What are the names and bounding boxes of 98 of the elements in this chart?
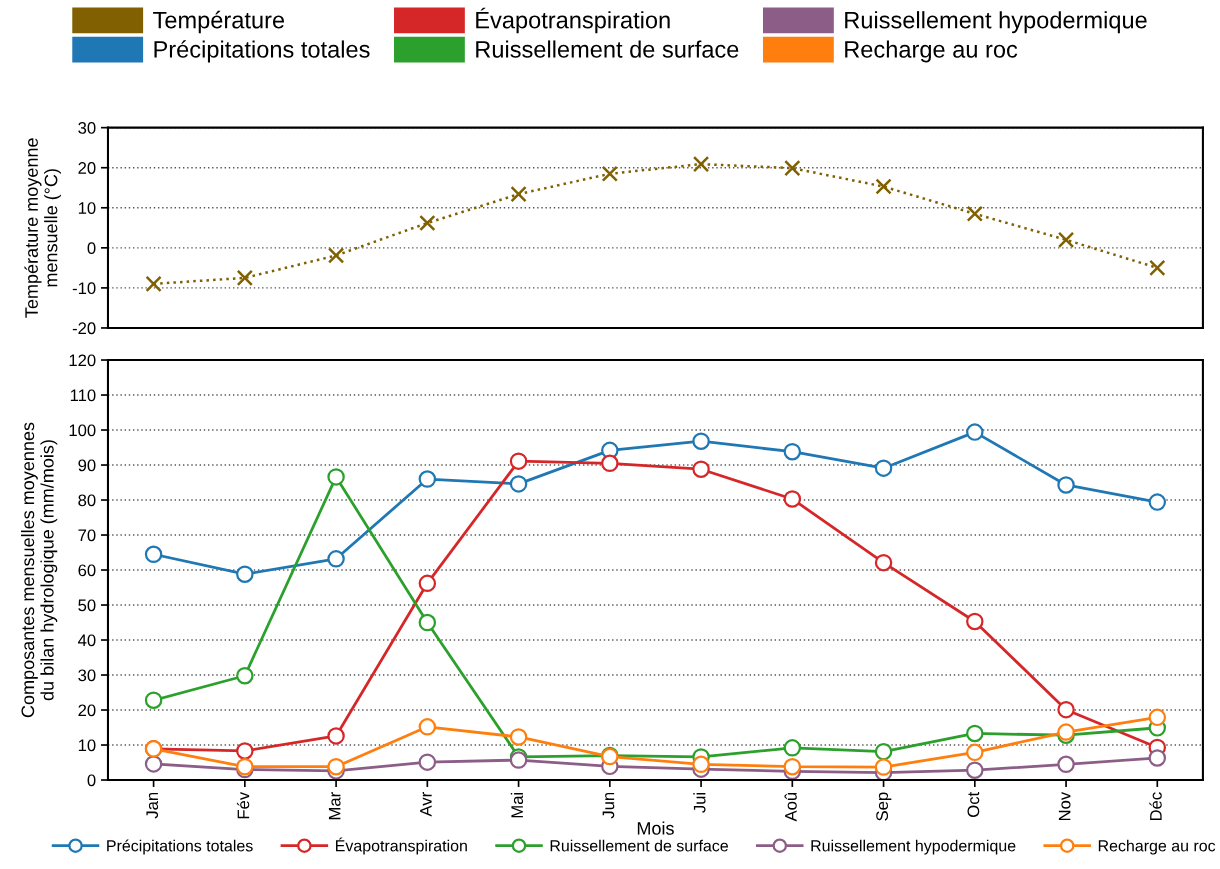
- point: [601, 454, 619, 473]
- y-axis-title: Température moyenne mensuelle (°C): [24, 138, 61, 318]
- x-tick-label: Aoû: [784, 792, 797, 822]
- y-tick-label: -20: [72, 322, 96, 335]
- y-tick-label: 80: [78, 494, 96, 507]
- x-tick-label: Oct: [967, 791, 980, 817]
- point: [418, 613, 437, 632]
- point: [874, 758, 893, 776]
- point: [692, 460, 710, 478]
- x-tick-label: Jun: [602, 792, 615, 819]
- y-tick-label: 0: [87, 242, 96, 255]
- point: [1057, 231, 1075, 249]
- y-tick-label: 30: [78, 122, 96, 134]
- legend-label: Recharge au roc: [1098, 839, 1216, 855]
- legend-label: Ruissellement hypodermique: [811, 839, 1016, 855]
- y-tick-label: 70: [78, 529, 96, 542]
- point: [510, 185, 527, 203]
- x-tick-label: Sep: [876, 792, 892, 821]
- legend-label: Évapotranspiration: [336, 837, 467, 855]
- legend-label: Ruissellement de surface: [550, 839, 728, 852]
- point: [784, 159, 801, 177]
- y-tick-label: 20: [78, 704, 96, 717]
- point: [236, 269, 254, 287]
- x-tick-label: Mar: [328, 792, 341, 820]
- y-tick-label: 90: [78, 459, 96, 472]
- y-tick-label: -10: [72, 282, 96, 295]
- point: [418, 718, 437, 736]
- point: [418, 470, 437, 488]
- y-tick-label: 120: [69, 354, 96, 367]
- point: [509, 475, 528, 493]
- point: [327, 757, 345, 776]
- x-tick-label: Mai: [510, 792, 524, 818]
- point: [1057, 700, 1075, 719]
- point: [966, 743, 984, 762]
- x-tick-label: Fév: [236, 791, 250, 819]
- point: [692, 755, 710, 774]
- point: [1057, 476, 1075, 494]
- point: [783, 739, 802, 757]
- y-tick-label: 10: [78, 739, 96, 752]
- x-axis-title: Mois: [637, 821, 674, 835]
- y-tick-label: 40: [78, 634, 96, 647]
- text: Ruissellement hypodermique: [845, 11, 1147, 34]
- point: [966, 761, 984, 779]
- point: [418, 753, 437, 771]
- text: Précipitations totales: [154, 40, 370, 63]
- x-tick-label: Nov: [1058, 791, 1071, 821]
- point: [419, 214, 436, 232]
- point: [874, 742, 893, 761]
- x-tick-label: Jui: [693, 792, 706, 813]
- point: [144, 545, 163, 564]
- point: [966, 612, 984, 631]
- point: [692, 155, 710, 173]
- point: [966, 205, 983, 222]
- point: [509, 728, 528, 746]
- point: [601, 165, 619, 182]
- x-tick-label: Déc: [1149, 792, 1162, 821]
- point: [145, 275, 162, 293]
- point: [509, 452, 528, 470]
- point: [236, 742, 254, 760]
- x-tick-label: Jan: [146, 792, 159, 819]
- point: [874, 553, 893, 572]
- point: [966, 423, 984, 441]
- point: [144, 691, 163, 709]
- y-tick-label: 110: [70, 389, 96, 402]
- point: [1148, 749, 1167, 767]
- point: [1057, 755, 1075, 774]
- text: Évapotranspiration: [476, 7, 670, 34]
- point: [236, 666, 254, 685]
- text: Ruissellement de surface: [476, 40, 739, 58]
- point: [966, 724, 984, 743]
- point: [1149, 259, 1166, 277]
- point: [327, 468, 345, 486]
- legend-label: Température: [153, 10, 285, 34]
- point: [1148, 493, 1167, 511]
- point: [1148, 708, 1167, 727]
- y-tick-label: 20: [78, 162, 96, 174]
- point: [783, 757, 802, 776]
- y-tick-label: 100: [69, 424, 96, 437]
- point: [418, 574, 437, 593]
- legend-label: Précipitations totales: [107, 839, 253, 855]
- y-tick-label: 50: [78, 599, 96, 612]
- point: [327, 247, 345, 264]
- y-tick-label: 60: [78, 564, 96, 577]
- x-tick-label: Avr: [420, 792, 432, 817]
- y-axis-title: Composantes mensuelles moyennes du bilan hydrologique (mm/mois): [20, 422, 58, 718]
- point: [327, 727, 345, 745]
- point: [783, 490, 802, 508]
- point: [327, 550, 345, 568]
- point: [874, 459, 893, 477]
- point: [144, 755, 163, 773]
- y-tick-label: 10: [78, 202, 96, 214]
- y-tick-label: 0: [87, 774, 96, 787]
- y-tick-label: 30: [78, 669, 96, 682]
- text: Recharge au roc: [845, 40, 1018, 63]
- point: [236, 565, 254, 583]
- point: [783, 442, 802, 461]
- point: [875, 178, 892, 195]
- point: [692, 432, 710, 450]
